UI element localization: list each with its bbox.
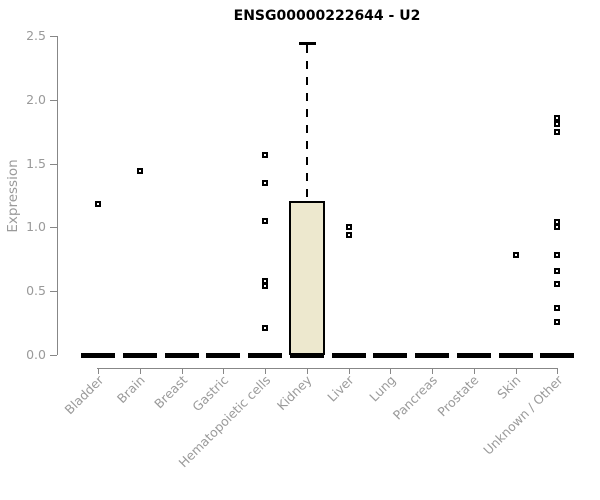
median-bar — [456, 352, 491, 358]
x-axis-line — [97, 368, 559, 369]
y-axis-tick — [50, 291, 57, 293]
x-tick-label: Lung — [366, 372, 399, 405]
x-axis-tick — [223, 368, 225, 374]
y-axis-tick — [50, 227, 57, 229]
outlier-point — [554, 121, 561, 128]
median-bar — [331, 352, 366, 358]
x-tick-label: Kidney — [274, 372, 315, 414]
y-axis-tick-label: 1.0 — [26, 219, 46, 235]
y-axis-tick-label: 2.5 — [26, 28, 46, 43]
outlier-point — [512, 252, 519, 259]
outlier-point — [345, 232, 352, 239]
y-axis-tick — [50, 36, 57, 37]
x-axis-tick — [557, 368, 559, 374]
x-tick-label: Liver — [324, 372, 357, 405]
x-tick-label: Prostate — [434, 372, 482, 420]
x-axis-tick — [140, 368, 142, 374]
median-bar — [373, 352, 408, 358]
whisker-cap — [298, 42, 316, 46]
outlier-point — [262, 325, 269, 332]
x-tick-label: Unknown / Other — [479, 372, 566, 458]
median-bar — [164, 352, 199, 358]
median-bar — [498, 352, 533, 358]
median-bar — [540, 352, 575, 358]
y-axis-tick-label: 2.0 — [26, 91, 46, 107]
median-bar — [289, 352, 324, 358]
y-axis-line — [57, 36, 58, 355]
outlier-point — [554, 252, 561, 259]
outlier-point — [262, 283, 269, 290]
outlier-point — [345, 224, 352, 231]
y-axis-tick — [50, 355, 57, 356]
outlier-point — [554, 128, 561, 135]
x-axis-tick — [306, 368, 308, 374]
x-tick-label: Gastric — [189, 372, 232, 415]
outlier-point — [95, 201, 102, 208]
median-bar — [123, 352, 158, 358]
x-axis-tick — [348, 368, 350, 374]
box — [288, 200, 325, 355]
x-tick-label: Skin — [494, 372, 524, 402]
outlier-point — [262, 179, 269, 186]
outlier-point — [262, 218, 269, 225]
outlier-point — [554, 224, 561, 231]
outlier-point — [554, 304, 561, 311]
x-axis-tick — [515, 368, 517, 374]
whisker-dashed — [305, 45, 308, 199]
x-axis-tick — [473, 368, 475, 374]
x-tick-label: Breast — [150, 372, 190, 412]
outlier-point — [554, 280, 561, 287]
y-axis-tick — [50, 163, 57, 165]
x-axis-tick — [265, 368, 267, 374]
outlier-point — [262, 277, 269, 284]
y-axis-tick — [50, 99, 57, 101]
median-bar — [248, 352, 283, 358]
x-axis-tick — [390, 368, 392, 374]
outlier-point — [137, 168, 144, 175]
chart-title: ENSG00000222644 - U2 — [233, 8, 421, 24]
x-tick-label: Bladder — [61, 372, 107, 418]
outlier-point — [554, 219, 561, 226]
x-axis-tick — [432, 368, 434, 374]
y-axis-tick-label: 0.0 — [26, 347, 46, 362]
outlier-point — [554, 267, 561, 274]
x-axis-tick — [98, 368, 100, 374]
outlier-point — [554, 318, 561, 325]
x-tick-label: Pancreas — [389, 372, 441, 423]
y-axis-tick-label: 1.5 — [26, 155, 46, 171]
x-tick-label: Brain — [114, 372, 148, 407]
x-axis-tick — [181, 368, 183, 374]
median-bar — [206, 352, 241, 358]
outlier-point — [554, 114, 561, 121]
outlier-point — [262, 151, 269, 158]
median-bar — [81, 352, 116, 358]
y-axis-tick-label: 0.5 — [26, 283, 46, 299]
median-bar — [415, 352, 450, 358]
